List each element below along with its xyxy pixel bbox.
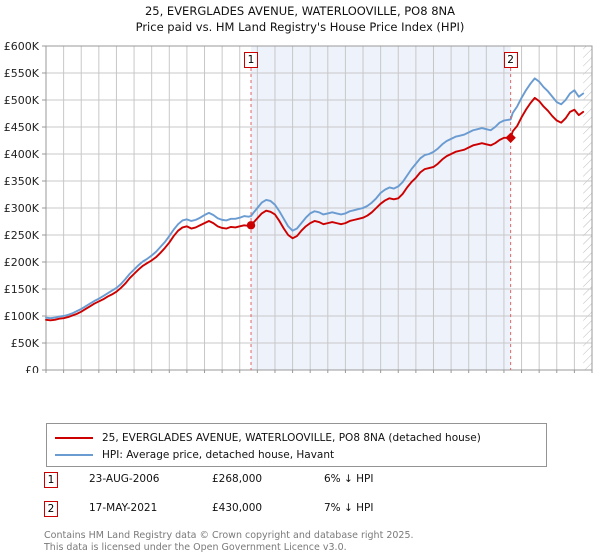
svg-text:£500K: £500K [4, 94, 40, 107]
legend-item-property: 25, EVERGLADES AVENUE, WATERLOOVILLE, PO… [47, 429, 546, 446]
chart-legend: 25, EVERGLADES AVENUE, WATERLOOVILLE, PO… [46, 423, 547, 467]
svg-text:£150K: £150K [4, 283, 40, 296]
svg-text:£0: £0 [25, 364, 39, 373]
page-title: 25, EVERGLADES AVENUE, WATERLOOVILLE, PO… [0, 3, 600, 35]
footer-line-1: Contains HM Land Registry data © Crown c… [44, 530, 414, 541]
sale-price-2: £430,000 [212, 502, 263, 514]
table-row: 2 17-MAY-2021 £430,000 7% ↓ HPI [44, 501, 564, 530]
svg-text:£600K: £600K [4, 40, 40, 53]
sale-date-1: 23-AUG-2006 [89, 473, 160, 485]
table-row: 1 23-AUG-2006 £268,000 6% ↓ HPI [44, 472, 564, 501]
legend-label-property: 25, EVERGLADES AVENUE, WATERLOOVILLE, PO… [102, 431, 481, 444]
chart-area: £0 £50K £100K £150K £200K £250K £300K £350K £400… [0, 38, 600, 373]
sale-hpi-delta-1: 6% ↓ HPI [324, 473, 374, 485]
svg-text:£200K: £200K [4, 256, 40, 269]
svg-text:£450K: £450K [4, 121, 40, 134]
legend-item-hpi: HPI: Average price, detached house, Hava… [47, 446, 546, 463]
chart-marker-badge-1: 1 [244, 52, 258, 68]
footer-attribution: Contains HM Land Registry data © Crown c… [44, 530, 584, 553]
sale-marker-badge-2: 2 [44, 501, 58, 517]
sale-marker-badge-1: 1 [44, 472, 58, 488]
sale-hpi-delta-2: 7% ↓ HPI [324, 502, 374, 514]
svg-text:£50K: £50K [11, 337, 40, 350]
legend-label-hpi: HPI: Average price, detached house, Hava… [102, 448, 335, 461]
sale-date-2: 17-MAY-2021 [89, 502, 158, 514]
footer-line-2: This data is licensed under the Open Gov… [44, 541, 347, 553]
svg-text:£350K: £350K [4, 175, 40, 188]
title-line-2: Price paid vs. HM Land Registry's House … [135, 20, 465, 34]
svg-text:£550K: £550K [4, 67, 40, 80]
sale-price-1: £268,000 [212, 473, 263, 485]
svg-text:£100K: £100K [4, 310, 40, 323]
title-line-1: 25, EVERGLADES AVENUE, WATERLOOVILLE, PO… [144, 4, 455, 18]
sales-table: 1 23-AUG-2006 £268,000 6% ↓ HPI 2 17-MAY… [44, 472, 564, 530]
svg-text:£300K: £300K [4, 202, 40, 215]
chart-marker-badge-2: 2 [503, 52, 518, 68]
price-history-plot: £0 £50K £100K £150K £200K £250K £300K £350K £400… [4, 40, 593, 373]
legend-swatch-hpi [55, 453, 93, 456]
legend-swatch-property [55, 436, 93, 439]
svg-text:£250K: £250K [4, 229, 40, 242]
svg-text:£400K: £400K [4, 148, 40, 161]
